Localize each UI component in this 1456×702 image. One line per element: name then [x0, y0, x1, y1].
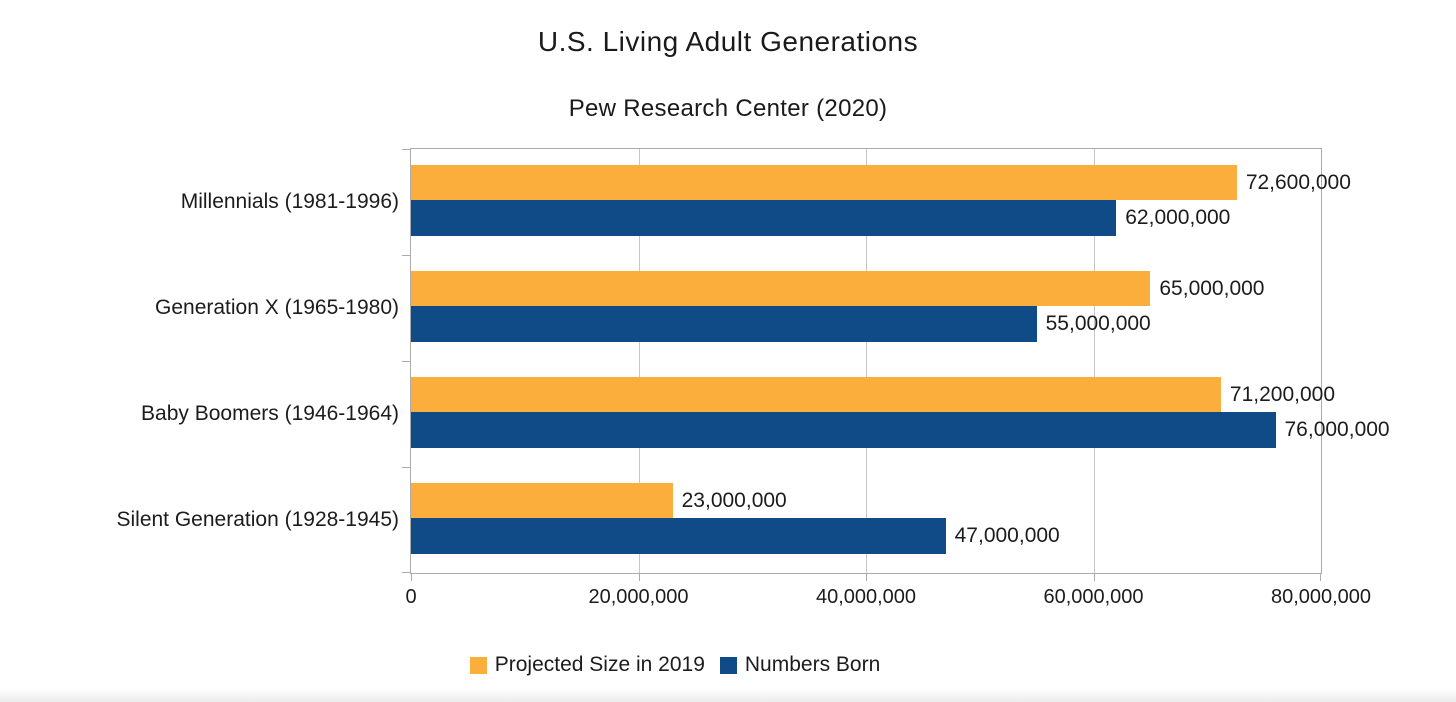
- bar-value-label: 76,000,000: [1284, 418, 1390, 441]
- gridline: [1093, 149, 1095, 573]
- x-tick-label: 20,000,000: [588, 586, 689, 608]
- x-tick: [411, 573, 412, 581]
- bar-value-label: 72,600,000: [1245, 170, 1351, 194]
- chart-subtitle: Pew Research Center (2020): [568, 95, 888, 122]
- gridline: [638, 149, 640, 573]
- legend-swatch-numbers-born: [719, 656, 737, 674]
- footer-strip: [0, 689, 1456, 702]
- legend-swatch-projected-size-in-2019: [469, 656, 487, 674]
- bar-numbers-born: [411, 306, 1037, 342]
- legend-item-projected-size-in-2019: Projected Size in 2019: [469, 653, 705, 677]
- bar-value-label: 55,000,000: [1045, 312, 1151, 335]
- y-tick: [402, 361, 411, 362]
- bar-projected-size-in-2019: [411, 165, 1237, 200]
- legend-item-numbers-born: Numbers Born: [719, 653, 881, 677]
- chart-title: U.S. Living Adult Generations: [537, 26, 919, 57]
- bar-numbers-born: [411, 518, 946, 554]
- x-tick-label: 80,000,000: [1270, 586, 1372, 608]
- category-label: Silent Generation (1928-1945): [116, 508, 399, 531]
- bar-numbers-born: [411, 412, 1276, 448]
- y-tick: [402, 467, 411, 468]
- legend: Projected Size in 2019 Numbers Born: [0, 653, 1350, 677]
- bar-value-label: 47,000,000: [954, 524, 1060, 547]
- category-label: Millennials (1981-1996): [180, 190, 399, 213]
- x-tick-label: 40,000,000: [815, 586, 917, 608]
- x-tick-label: 60,000,000: [1043, 586, 1144, 608]
- plot-area: 0 20,000,000 40,000,000 60,000,000 80,000,00…: [116, 148, 1390, 608]
- x-tick: [866, 573, 867, 581]
- bar-projected-size-in-2019: [411, 377, 1221, 412]
- x-tick: [1093, 573, 1095, 581]
- legend-label: Numbers Born: [744, 653, 881, 676]
- bar-numbers-born: [411, 200, 1117, 236]
- y-tick: [402, 572, 411, 573]
- bar-projected-size-in-2019: [411, 271, 1151, 306]
- y-tick: [402, 149, 411, 150]
- bar-value-label: 71,200,000: [1229, 382, 1335, 406]
- category-label: Generation X (1965-1980): [155, 296, 399, 319]
- bar-value-label: 23,000,000: [681, 488, 787, 512]
- category-label: Baby Boomers (1946-1964): [141, 402, 399, 425]
- bar-projected-size-in-2019: [411, 483, 673, 518]
- x-tick: [638, 573, 640, 581]
- x-tick-label: 0: [405, 586, 417, 608]
- bar-value-label: 65,000,000: [1159, 276, 1265, 300]
- x-tick: [1320, 573, 1321, 581]
- bar-value-label: 62,000,000: [1125, 206, 1231, 229]
- y-tick: [402, 255, 411, 256]
- gridline: [866, 149, 867, 573]
- legend-label: Projected Size in 2019: [494, 653, 705, 676]
